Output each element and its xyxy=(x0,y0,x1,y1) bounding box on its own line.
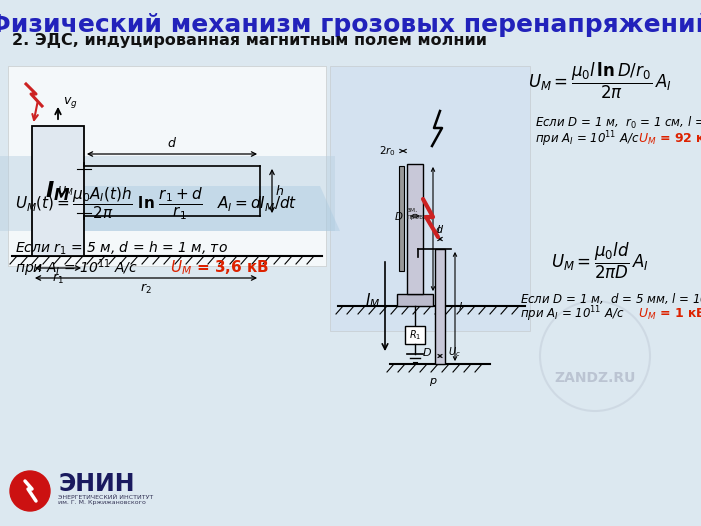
Text: $d$: $d$ xyxy=(167,136,177,150)
Text: $d$: $d$ xyxy=(435,223,444,235)
Text: $U_M$: $U_M$ xyxy=(57,184,74,198)
Text: $U_M$ = 3,6 кВ: $U_M$ = 3,6 кВ xyxy=(170,259,269,277)
Text: $v_g$: $v_g$ xyxy=(63,95,78,110)
Text: ЭНЕРГЕТИЧЕСКИЙ ИНСТИТУТ
им. Г. М. Кржижановского: ЭНЕРГЕТИЧЕСКИЙ ИНСТИТУТ им. Г. М. Кржижа… xyxy=(58,494,154,505)
Text: Физический механизм грозовых перенапряжений: Физический механизм грозовых перенапряже… xyxy=(0,13,701,37)
Text: $U_M$ = 92 кВ: $U_M$ = 92 кВ xyxy=(638,132,701,147)
FancyBboxPatch shape xyxy=(0,156,335,231)
Text: $U_M(t) = \dfrac{\mu_0 A_I(t)h}{2\pi}\ \mathbf{ln}\ \dfrac{r_1+d}{r_1}$$\quad A_: $U_M(t) = \dfrac{\mu_0 A_I(t)h}{2\pi}\ \… xyxy=(15,186,297,222)
FancyBboxPatch shape xyxy=(8,66,326,266)
Text: $p$: $p$ xyxy=(429,376,437,388)
Text: при $A_I$ = 10$^{11}$ А/с: при $A_I$ = 10$^{11}$ А/с xyxy=(15,257,138,279)
Text: при $A_I$ = 10$^{11}$ А/с: при $A_I$ = 10$^{11}$ А/с xyxy=(535,129,639,149)
Bar xyxy=(399,166,404,271)
Circle shape xyxy=(10,471,50,511)
Text: $h$: $h$ xyxy=(275,184,284,198)
Text: $U_M$ = 1 кВ: $U_M$ = 1 кВ xyxy=(638,307,701,321)
Text: при $A_I$ = 10$^{11}$ А/с: при $A_I$ = 10$^{11}$ А/с xyxy=(520,304,625,324)
Text: ЭНИН: ЭНИН xyxy=(58,472,135,496)
Text: $r_2$: $r_2$ xyxy=(140,282,152,296)
Text: $I_M$: $I_M$ xyxy=(365,291,380,310)
Text: $\bfit{I}_{\bfit{M}}$: $\bfit{I}_{\bfit{M}}$ xyxy=(45,179,71,203)
Text: $U_M = \dfrac{\mu_0 l d}{2\pi D}\, A_I$: $U_M = \dfrac{\mu_0 l d}{2\pi D}\, A_I$ xyxy=(551,241,649,281)
Text: Если $r_1$ = 5 м, $d$ = $h$ = 1 м, то: Если $r_1$ = 5 м, $d$ = $h$ = 1 м, то xyxy=(15,239,228,257)
Bar xyxy=(407,164,423,294)
Bar xyxy=(32,126,84,256)
Text: $D$: $D$ xyxy=(422,346,432,358)
Polygon shape xyxy=(40,186,340,231)
FancyBboxPatch shape xyxy=(330,66,530,331)
Text: 2. ЭДС, индуцированная магнитным полем молнии: 2. ЭДС, индуцированная магнитным полем м… xyxy=(12,33,487,48)
Text: $r_1$: $r_1$ xyxy=(52,272,64,286)
Text: $U_M = \dfrac{\mu_0 l\,\mathbf{ln}\, D/r_0}{2\pi}\, A_I$: $U_M = \dfrac{\mu_0 l\,\mathbf{ln}\, D/r… xyxy=(529,61,672,101)
Text: $l$: $l$ xyxy=(436,223,441,235)
Text: Если $D$ = 1 м,  $r_0$ = 1 см, $l$ = 10 м,: Если $D$ = 1 м, $r_0$ = 1 см, $l$ = 10 м… xyxy=(535,115,701,131)
Text: Если $D$ = 1 м,  $d$ = 5 мм, $l$ = 10 м,: Если $D$ = 1 м, $d$ = 5 мм, $l$ = 10 м, xyxy=(520,290,701,306)
Text: $D$: $D$ xyxy=(395,210,404,222)
Bar xyxy=(435,249,445,364)
Text: $R_1$: $R_1$ xyxy=(409,328,421,342)
Text: $l$: $l$ xyxy=(458,300,463,312)
Text: зм.
провод: зм. провод xyxy=(406,207,433,220)
Bar xyxy=(397,294,433,306)
Text: $2r_0$: $2r_0$ xyxy=(379,144,396,158)
Text: ZANDZ.RU: ZANDZ.RU xyxy=(554,371,636,385)
Bar xyxy=(405,326,425,344)
Text: $U_c$: $U_c$ xyxy=(448,345,461,359)
